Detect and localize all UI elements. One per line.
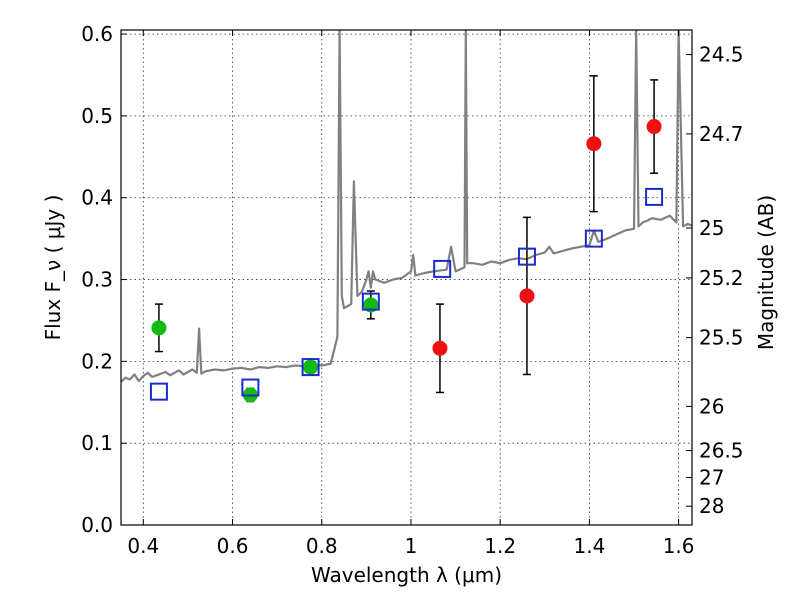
y-tick-label: 0.4 bbox=[81, 186, 113, 210]
red-point bbox=[646, 119, 662, 135]
x-tick-label: 1.2 bbox=[484, 534, 516, 558]
model-square-point bbox=[433, 259, 452, 278]
right-axis-label: Magnitude (AB) bbox=[754, 195, 778, 350]
y-tick-label: 0.5 bbox=[81, 104, 113, 128]
model-square-point bbox=[584, 229, 603, 248]
x-tick-label: 1.4 bbox=[573, 534, 605, 558]
y-tick-label: 0.0 bbox=[81, 513, 113, 537]
y-tick-label: 0.6 bbox=[81, 22, 113, 46]
y-tick-label: 0.1 bbox=[81, 431, 113, 455]
green-point bbox=[151, 320, 167, 336]
green-point bbox=[303, 359, 319, 375]
x-tick-label: 0.6 bbox=[217, 534, 249, 558]
model-square-point bbox=[301, 358, 320, 377]
ticks: 0.4 0.6 0.8 1 1.2 1.4 1.6 0.0 0.1 0.2 0.3 0.4 0.5 0.6… bbox=[81, 22, 743, 558]
right-tick-label: 26.5 bbox=[699, 439, 744, 463]
red-point bbox=[586, 136, 602, 152]
model-spectrum-layer bbox=[121, 30, 692, 383]
right-tick-label: 24.5 bbox=[699, 43, 744, 67]
data-markers-layer bbox=[149, 75, 664, 403]
y-tick-label: 0.2 bbox=[81, 349, 113, 373]
right-tick-label: 26 bbox=[699, 394, 724, 418]
red-point bbox=[432, 340, 448, 356]
right-tick-label: 24.7 bbox=[699, 122, 744, 146]
grid bbox=[121, 30, 692, 526]
plot-frame bbox=[120, 29, 693, 526]
model-square-point bbox=[517, 247, 536, 266]
model-square-point bbox=[241, 378, 260, 397]
right-tick-label: 25.5 bbox=[699, 326, 744, 350]
right-tick-label: 27 bbox=[699, 466, 724, 490]
x-tick-label: 1 bbox=[405, 534, 418, 558]
model-square-point bbox=[361, 292, 380, 311]
right-tick-label: 25.2 bbox=[699, 266, 744, 290]
x-tick-label: 1.6 bbox=[663, 534, 695, 558]
y-axis-label: Flux F_ν ( μJy ) bbox=[41, 195, 65, 341]
model-square-point bbox=[149, 382, 168, 401]
x-tick-label: 0.8 bbox=[306, 534, 338, 558]
model-spectrum-line bbox=[121, 30, 692, 383]
x-tick-label: 0.4 bbox=[127, 534, 159, 558]
y-tick-label: 0.3 bbox=[81, 268, 113, 292]
right-tick-label: 25 bbox=[699, 216, 724, 240]
model-square-point bbox=[645, 187, 664, 206]
x-axis-label: Wavelength λ (μm) bbox=[311, 563, 502, 587]
right-tick-label: 28 bbox=[699, 494, 724, 518]
red-point bbox=[519, 288, 535, 304]
